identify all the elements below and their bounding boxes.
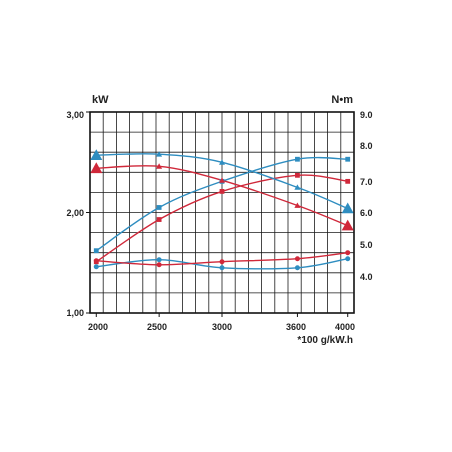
data-point-triangle bbox=[294, 202, 301, 208]
left-tick-label: 1,00 bbox=[66, 308, 84, 318]
data-point-triangle bbox=[341, 202, 354, 214]
left-axis-label: kW bbox=[92, 94, 109, 106]
data-point-circle bbox=[156, 257, 162, 263]
left-tick-label: 3,00 bbox=[66, 110, 84, 120]
marker-layer bbox=[90, 149, 354, 271]
data-point-triangle bbox=[90, 149, 103, 160]
right-tick-label: 6.0 bbox=[360, 208, 373, 218]
grid bbox=[86, 111, 355, 317]
data-point-square bbox=[345, 156, 351, 162]
left-tick-label: 2,00 bbox=[66, 208, 84, 218]
right-tick-label: 4.0 bbox=[360, 272, 373, 282]
x-tick-label: 2500 bbox=[147, 322, 167, 332]
data-point-triangle bbox=[156, 151, 163, 157]
right-tick-label: 7.0 bbox=[360, 177, 373, 187]
data-point-square bbox=[295, 172, 300, 178]
data-point-square bbox=[156, 205, 162, 210]
data-point-square bbox=[219, 188, 225, 194]
data-point-square bbox=[295, 156, 300, 162]
data-point-circle bbox=[156, 262, 162, 268]
data-point-circle bbox=[219, 259, 225, 265]
right-tick-label: 9.0 bbox=[360, 110, 373, 120]
data-point-triangle bbox=[341, 219, 354, 231]
data-point-circle bbox=[345, 256, 351, 262]
data-point-circle bbox=[93, 264, 99, 270]
data-point-triangle bbox=[90, 162, 103, 174]
data-point-circle bbox=[219, 265, 225, 271]
data-point-circle bbox=[345, 250, 351, 256]
right-tick-label: 8.0 bbox=[360, 141, 373, 151]
data-point-triangle bbox=[294, 184, 301, 190]
x-tick-label: 2000 bbox=[88, 322, 108, 332]
x-tick-label: 3000 bbox=[212, 322, 232, 332]
data-point-circle bbox=[294, 265, 300, 271]
data-point-square bbox=[156, 217, 162, 222]
x-tick-label: 3600 bbox=[286, 322, 306, 332]
data-point-triangle bbox=[219, 159, 225, 165]
right-tick-label: 5.0 bbox=[360, 240, 373, 250]
data-point-square bbox=[345, 178, 351, 184]
data-point-circle bbox=[294, 256, 300, 262]
data-point-triangle bbox=[156, 163, 163, 169]
x-axis-note: *100 g/kW.h bbox=[297, 335, 353, 346]
data-point-circle bbox=[93, 258, 99, 264]
data-point-square bbox=[93, 248, 99, 254]
right-axis-label: N•m bbox=[331, 94, 353, 106]
x-tick-label: 4000 bbox=[335, 322, 355, 332]
data-point-triangle bbox=[219, 177, 225, 183]
